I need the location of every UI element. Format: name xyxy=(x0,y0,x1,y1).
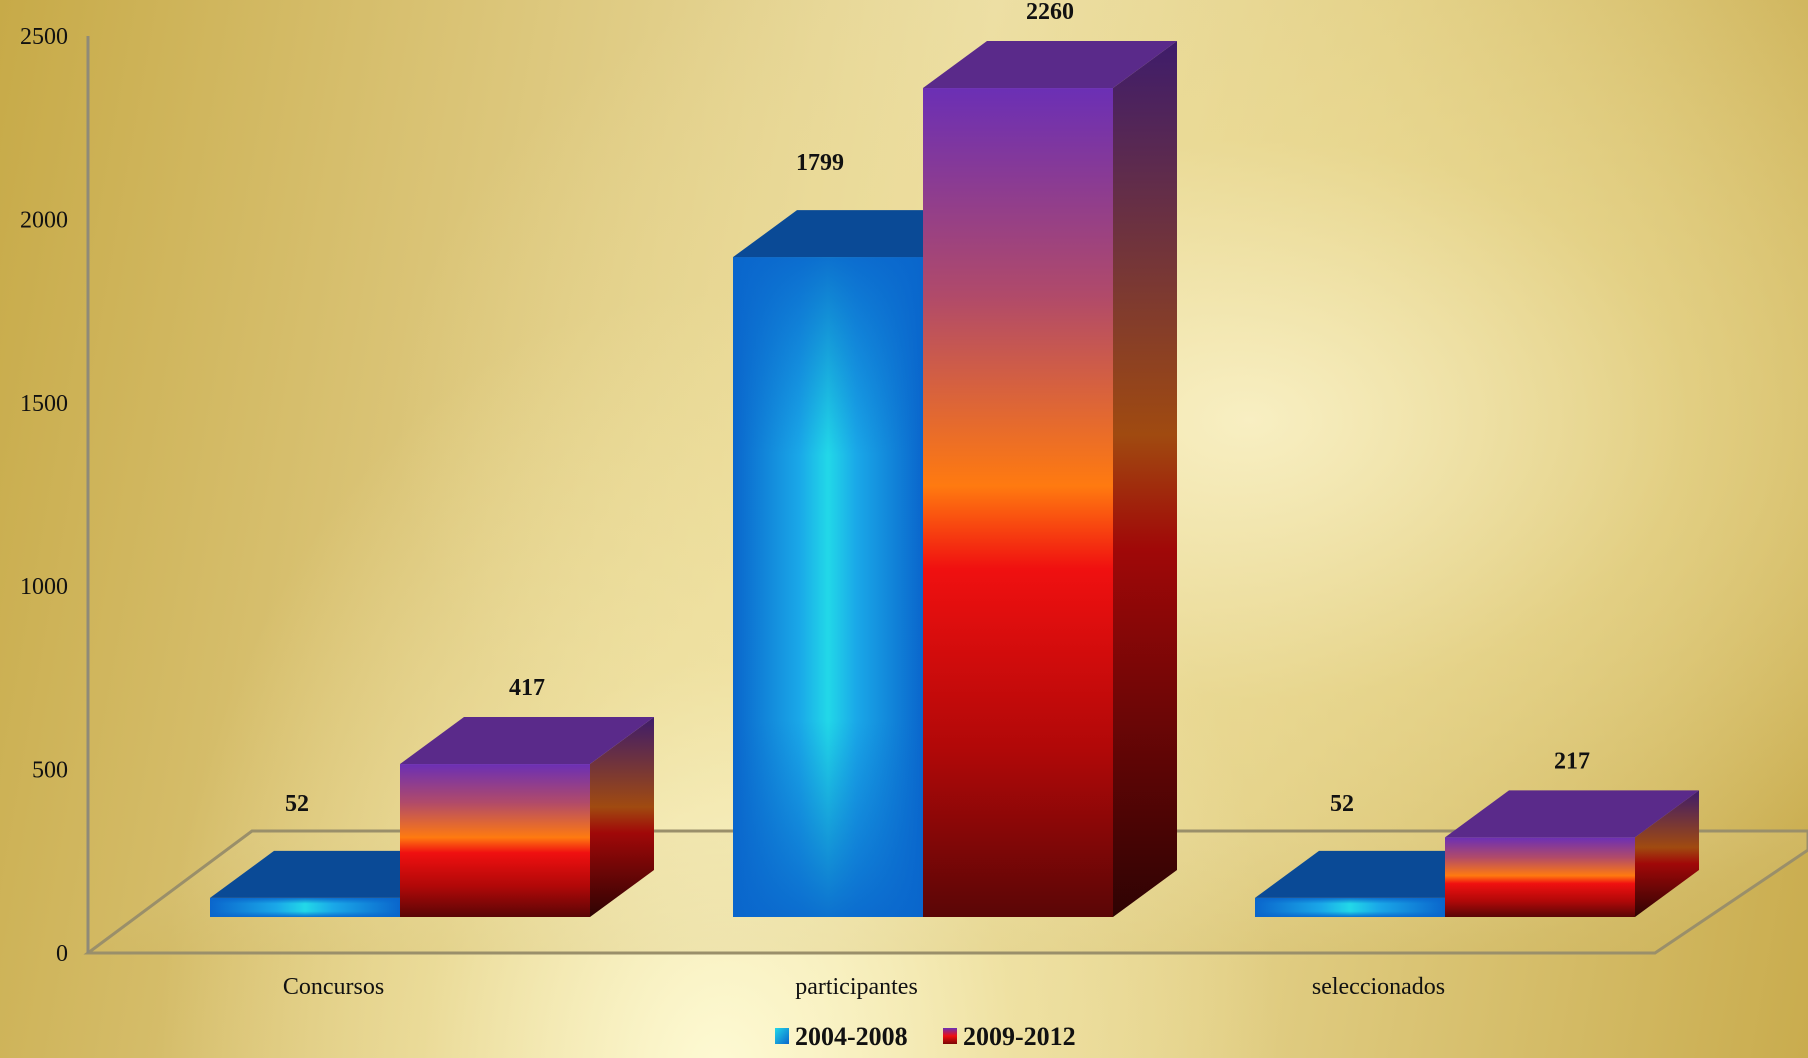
legend-swatch xyxy=(943,1028,957,1044)
bar-front-face xyxy=(400,764,590,917)
data-label: 52 xyxy=(285,791,309,817)
bar-top-face xyxy=(400,717,654,765)
legend-item: 2009-2012 xyxy=(943,1022,1076,1051)
data-label: 2260 xyxy=(1026,0,1074,25)
bar-side-face xyxy=(1113,41,1177,918)
bar-2009-2012-Concursos xyxy=(400,717,654,917)
legend-item: 2004-2008 xyxy=(775,1022,908,1051)
y-tick-label: 0 xyxy=(56,941,68,967)
bar-front-shade xyxy=(210,897,400,917)
bar-front-face xyxy=(1445,837,1635,917)
y-tick-label: 2500 xyxy=(20,24,68,50)
legend-label: 2004-2008 xyxy=(795,1022,908,1051)
legend-swatch xyxy=(775,1028,789,1044)
bar-side-face xyxy=(590,717,654,917)
y-tick-label: 1500 xyxy=(20,391,68,417)
bar-top-face xyxy=(1445,790,1699,838)
bar-front-shade xyxy=(733,257,923,917)
bar-2009-2012-seleccionados xyxy=(1445,790,1699,917)
y-tick-label: 2000 xyxy=(20,207,68,233)
x-tick-label: participantes xyxy=(795,974,918,1000)
data-label: 417 xyxy=(509,675,545,701)
bar-front-shade xyxy=(1255,897,1445,917)
x-tick-label: Concursos xyxy=(283,974,384,1000)
x-tick-label: seleccionados xyxy=(1312,974,1445,1000)
data-label: 52 xyxy=(1330,791,1354,817)
y-tick-label: 500 xyxy=(32,758,68,784)
bar-side-face xyxy=(1635,790,1699,917)
bar-top-face xyxy=(923,41,1177,89)
data-label: 1799 xyxy=(796,150,844,176)
bar-front-face xyxy=(923,88,1113,918)
data-label: 217 xyxy=(1554,748,1590,774)
bar-2009-2012-participantes xyxy=(923,41,1177,918)
y-tick-label: 1000 xyxy=(20,574,68,600)
legend-label: 2009-2012 xyxy=(963,1022,1076,1051)
